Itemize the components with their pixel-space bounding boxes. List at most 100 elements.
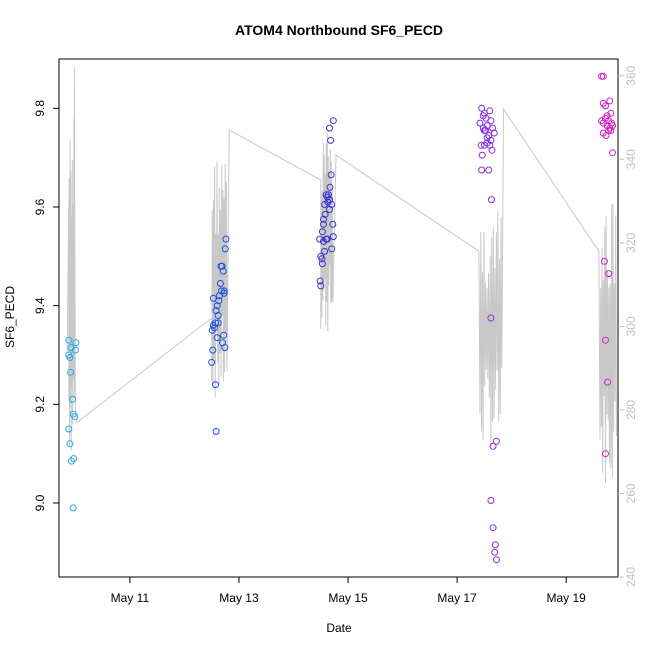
data-point [487, 117, 495, 125]
data-point [316, 277, 324, 285]
data-point [491, 541, 499, 549]
x-tick-label: May 13 [219, 591, 259, 605]
data-point [65, 425, 73, 433]
concentration-trace-layer [66, 67, 617, 483]
data-point [477, 141, 485, 149]
y2-tick-label: 260 [624, 483, 638, 503]
data-point [478, 166, 486, 174]
data-point [602, 102, 609, 110]
data-point [491, 548, 499, 556]
data-point [478, 151, 486, 159]
data-point [321, 247, 329, 255]
data-point [209, 346, 217, 354]
data-point [65, 336, 73, 344]
data-point [476, 119, 484, 127]
data-point [212, 381, 219, 389]
data-point [607, 109, 615, 117]
data-point [66, 354, 74, 361]
data-point [329, 233, 337, 241]
data-point [220, 331, 228, 339]
axes-layer: May 11 May 13 May 15 May 17 May 19 9.0 9.2 9.4 9… [33, 58, 638, 605]
data-point [326, 124, 333, 132]
data-point [604, 378, 612, 386]
data-point [609, 149, 616, 157]
data-point [489, 442, 497, 450]
data-point [492, 556, 500, 564]
data-point [318, 255, 326, 263]
data-points-layer [65, 72, 616, 564]
data-point [327, 171, 335, 179]
x-tick-label: May 19 [547, 591, 587, 605]
data-point [480, 127, 488, 134]
data-point [486, 107, 494, 115]
data-point [487, 314, 495, 322]
x-axis-label: Date [326, 621, 352, 635]
data-point [606, 97, 614, 105]
data-point [328, 245, 336, 253]
concentration-trace-line [66, 67, 617, 483]
x-tick-label: May 11 [111, 591, 150, 605]
y-axis-label: SF6_PECD [3, 286, 17, 348]
data-point [329, 117, 337, 125]
x-tick-label: May 15 [328, 591, 368, 605]
data-point [320, 220, 327, 228]
data-point [317, 282, 325, 290]
data-point [72, 339, 80, 347]
data-point [485, 166, 493, 174]
data-point [320, 215, 327, 223]
data-point [323, 235, 331, 243]
data-point [488, 146, 496, 154]
data-point [329, 220, 337, 228]
data-point [605, 127, 613, 134]
data-point [71, 346, 79, 354]
data-point [489, 524, 497, 532]
y-tick-label: 9.6 [33, 198, 47, 215]
data-point [69, 504, 77, 512]
data-point [600, 257, 608, 265]
data-point [214, 312, 222, 319]
data-point [213, 334, 221, 342]
data-point [321, 210, 329, 218]
data-point [318, 260, 326, 268]
data-point [215, 297, 223, 305]
data-point [70, 455, 78, 463]
data-point [69, 395, 77, 403]
y2-tick-label: 320 [624, 232, 638, 252]
data-point [212, 319, 219, 327]
data-point [212, 428, 220, 435]
y2-tick-label: 280 [624, 400, 638, 420]
x-tick-label: May 17 [437, 591, 477, 605]
data-point [327, 136, 335, 144]
data-point [318, 228, 326, 236]
data-point [605, 270, 613, 278]
data-point [492, 437, 500, 445]
data-point [602, 336, 609, 344]
data-point [71, 413, 79, 421]
data-point [219, 267, 227, 275]
y-tick-label: 9.0 [33, 494, 47, 511]
data-point [66, 440, 74, 448]
data-point [326, 206, 333, 213]
data-point [208, 326, 216, 334]
data-point [220, 287, 228, 295]
chart-title: ATOM4 Northbound SF6_PECD [235, 22, 443, 38]
data-point [221, 245, 229, 253]
data-point [213, 302, 221, 310]
data-point [609, 122, 616, 130]
data-point [489, 124, 497, 132]
data-point [490, 129, 498, 137]
data-point [221, 344, 229, 352]
data-point [218, 262, 226, 270]
data-point [222, 235, 230, 243]
y-tick-label: 9.4 [33, 297, 47, 314]
data-point [326, 183, 334, 191]
data-point [67, 368, 74, 376]
y2-tick-label: 340 [624, 149, 638, 169]
data-point [324, 191, 332, 199]
data-point [602, 450, 609, 458]
plot-frame [58, 58, 619, 578]
data-point [208, 358, 216, 366]
data-point [210, 324, 218, 332]
y2-tick-label: 300 [624, 316, 638, 336]
